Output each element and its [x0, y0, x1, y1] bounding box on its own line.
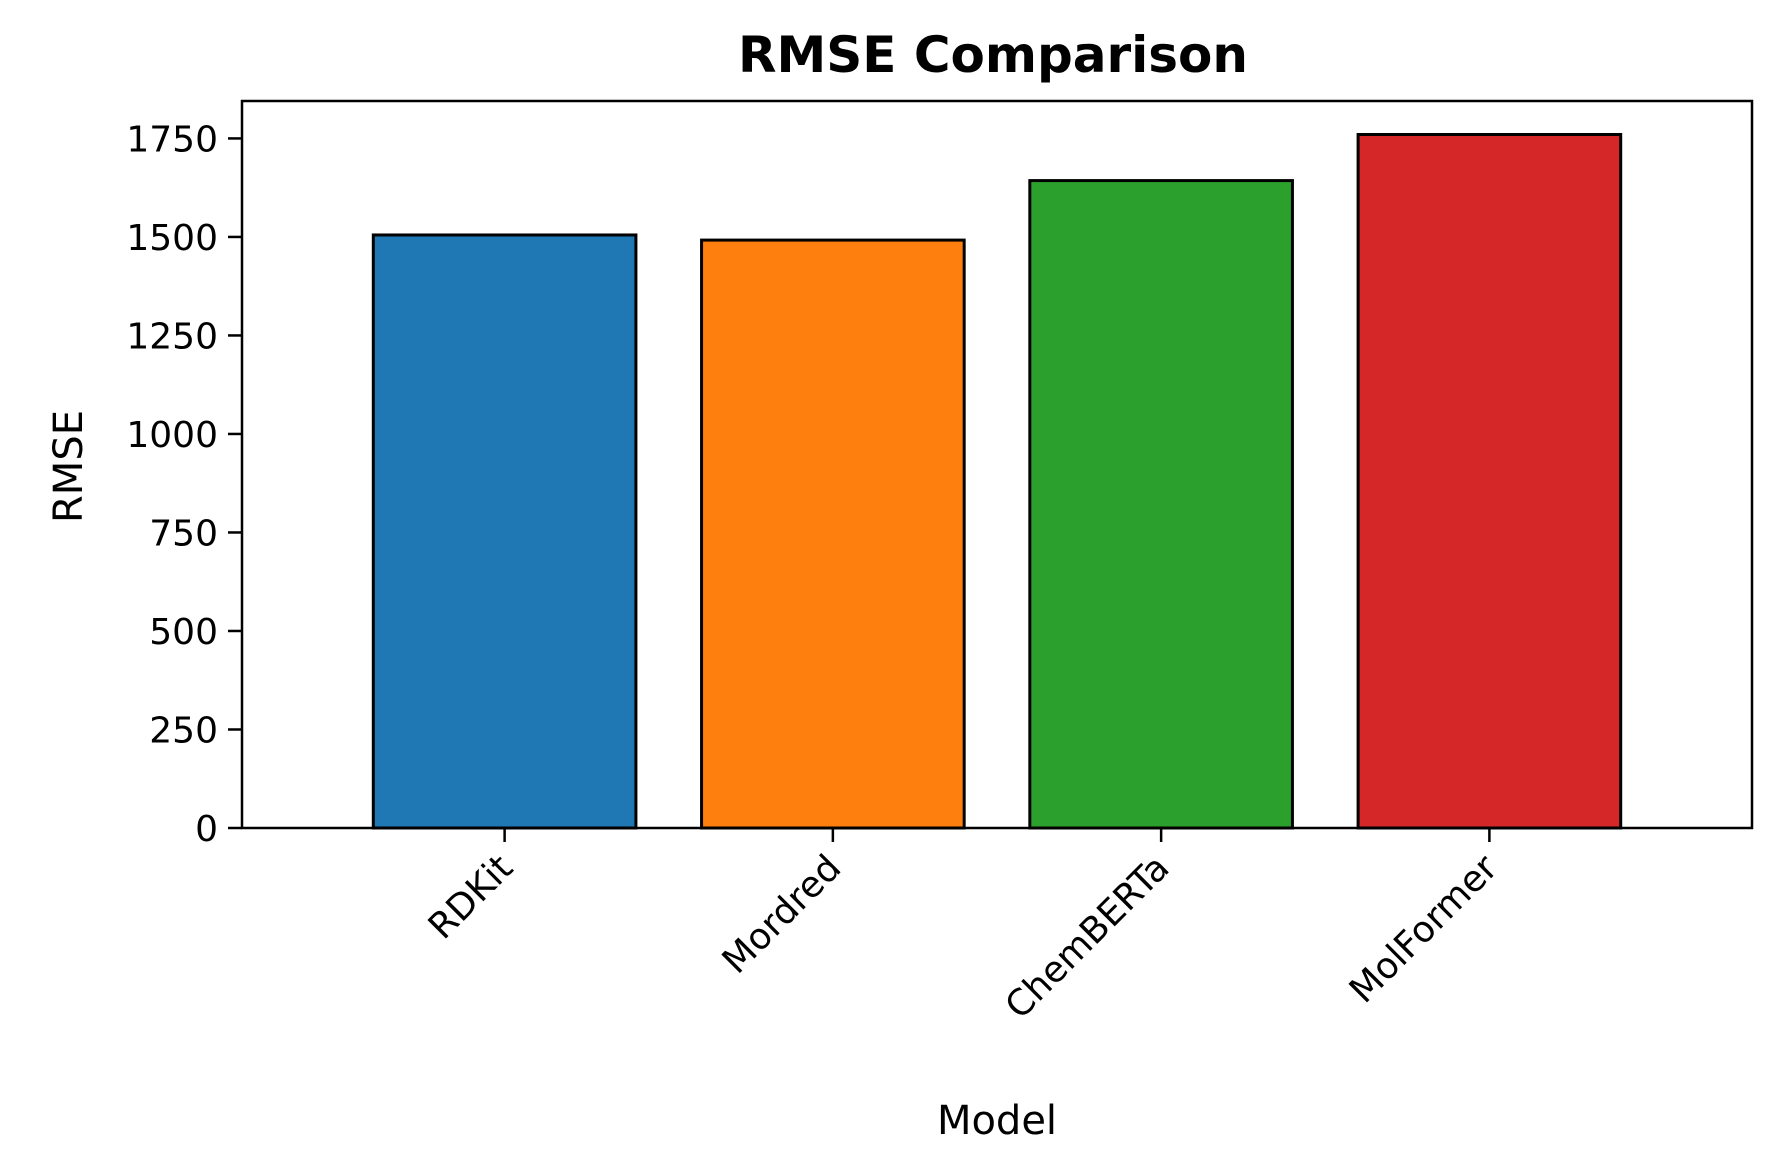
- y-tick-label: 250: [149, 710, 218, 751]
- y-axis: 0 250 500 750 1000 1250 1500 1750: [126, 119, 242, 850]
- y-tick-label: 1750: [126, 119, 218, 160]
- y-tick-label: 1000: [126, 415, 218, 456]
- y-tick-label: 0: [195, 809, 218, 850]
- x-tick-label: ChemBERTa: [998, 847, 1178, 1027]
- x-axis-label: Model: [937, 1098, 1057, 1144]
- y-tick-label: 1500: [126, 218, 218, 259]
- x-tick-label: Mordred: [715, 847, 849, 981]
- chart-title: RMSE Comparison: [738, 26, 1248, 84]
- bars-group: [371, 132, 1623, 830]
- bar-rdkit: [371, 233, 638, 830]
- x-tick-label: RDKit: [421, 847, 521, 947]
- x-axis: RDKit Mordred ChemBERTa MolFormer: [421, 828, 1506, 1027]
- y-tick-label: 1250: [126, 316, 218, 357]
- plot-frame: [240, 99, 1754, 830]
- y-axis-label: RMSE: [46, 410, 92, 523]
- y-tick-label: 750: [149, 513, 218, 554]
- y-tick-label: 500: [149, 612, 218, 653]
- bar-molformer: [1356, 132, 1623, 830]
- bar-mordred: [700, 238, 966, 830]
- bar-chemberta: [1028, 179, 1294, 830]
- x-tick-label: MolFormer: [1342, 847, 1506, 1011]
